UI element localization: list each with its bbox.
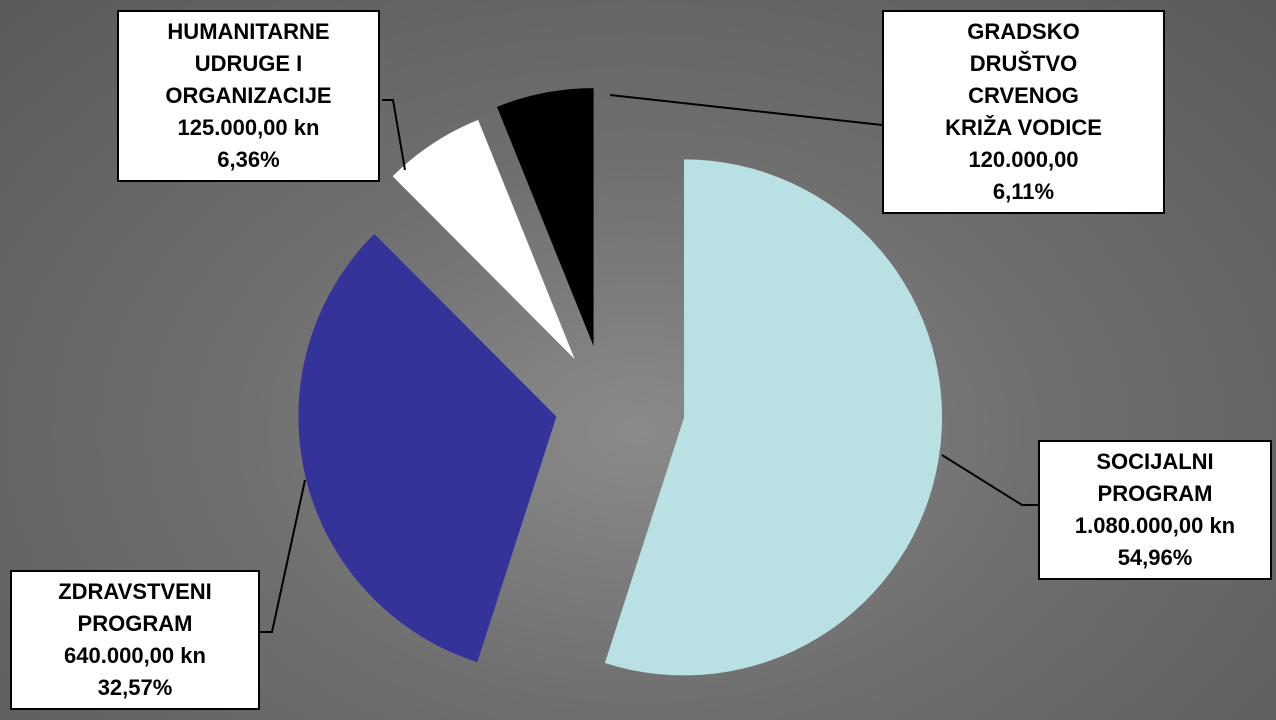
label-name: ZDRAVSTVENI PROGRAM [16, 576, 254, 640]
label-percent: 6,11% [888, 176, 1159, 208]
label-value: 640.000,00 kn [16, 640, 254, 672]
label-name: GRADSKO DRUŠTVO CRVENOG KRIŽA VODICE [888, 16, 1159, 144]
label-name: HUMANITARNE UDRUGE I ORGANIZACIJE [123, 16, 374, 112]
leader-line [260, 480, 305, 632]
chart: SOCIJALNI PROGRAM 1.080.000,00 kn 54,96%… [0, 0, 1276, 720]
label-value: 125.000,00 kn [123, 112, 374, 144]
data-label: HUMANITARNE UDRUGE I ORGANIZACIJE 125.00… [117, 10, 380, 182]
label-value: 1.080.000,00 kn [1044, 510, 1266, 542]
pie-slice [605, 159, 942, 675]
leader-line [942, 455, 1038, 505]
label-name: SOCIJALNI PROGRAM [1044, 446, 1266, 510]
data-label: GRADSKO DRUŠTVO CRVENOG KRIŽA VODICE 120… [882, 10, 1165, 214]
data-label: ZDRAVSTVENI PROGRAM 640.000,00 kn 32,57% [10, 570, 260, 710]
label-percent: 6,36% [123, 144, 374, 176]
leader-line [610, 95, 882, 125]
label-percent: 32,57% [16, 672, 254, 704]
data-label: SOCIJALNI PROGRAM 1.080.000,00 kn 54,96% [1038, 440, 1272, 580]
label-percent: 54,96% [1044, 542, 1266, 574]
leader-line [382, 100, 405, 170]
label-value: 120.000,00 [888, 144, 1159, 176]
